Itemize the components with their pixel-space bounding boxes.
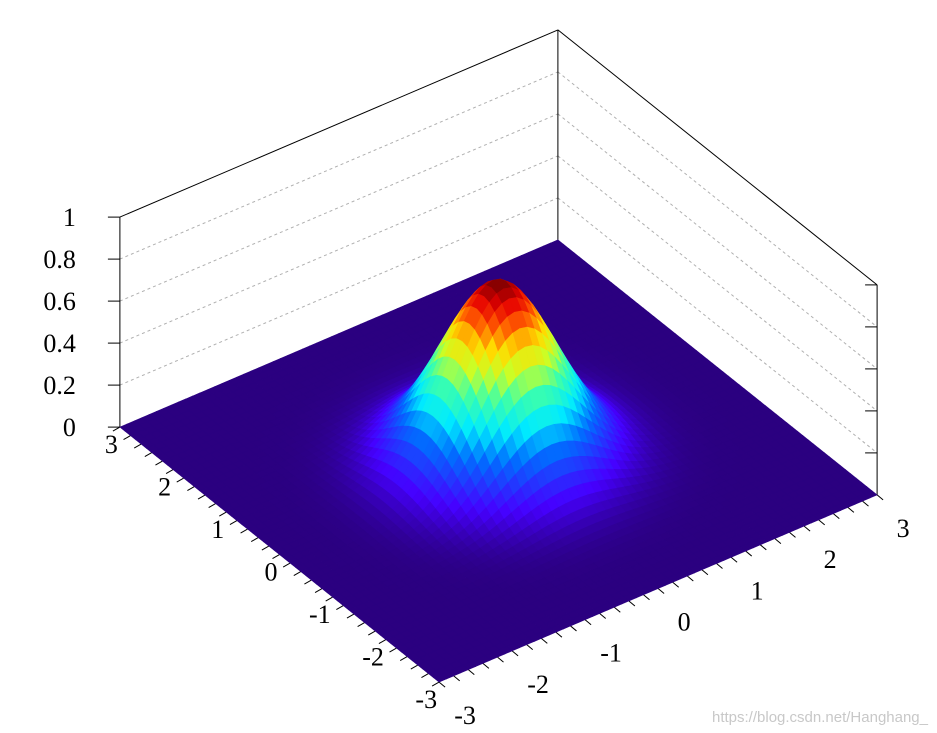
x-minor-tick [540,638,548,644]
y-minor-tick [336,605,344,611]
x-minor-tick [482,662,490,669]
y-tick-label-5: 2 [158,473,171,502]
y-minor-tick [378,639,387,645]
x-minor-tick [511,650,519,657]
y-minor-tick [368,630,376,636]
grid-line-back-3 [119,113,559,302]
x-minor-tick [716,563,723,569]
surface [119,239,878,683]
y-minor-tick [431,681,440,687]
z-tick-label-0: 0 [63,413,76,442]
grid-line-back-1 [119,197,559,386]
y-minor-tick [389,647,397,653]
x-minor-tick [686,575,694,582]
top-back-edge [119,29,559,218]
y-minor-tick [176,477,184,483]
x-tick-label-6: 3 [897,514,910,543]
watermark-text: https://blog.csdn.net/Hanghang_ [712,709,929,726]
x-minor-tick [789,531,796,538]
grid-lines [119,71,878,454]
x-minor-tick [730,556,738,563]
y-minor-tick [229,520,238,526]
y-minor-tick [421,673,429,679]
z-tick-label-2: 0.4 [43,329,76,358]
x-tick-label-1: -2 [527,670,549,699]
x-minor-tick [774,538,782,544]
y-minor-tick [314,588,323,594]
y-minor-tick [399,656,408,662]
x-minor-tick [847,506,855,513]
y-minor-tick [357,622,365,628]
x-minor-tick [862,500,869,507]
y-tick-label-3: 0 [265,558,278,587]
x-minor-tick [759,544,767,551]
y-tick-label-2: -1 [309,600,331,629]
x-tick-label-0: -3 [454,701,476,730]
y-minor-tick [123,435,131,441]
y-minor-tick [250,537,259,543]
y-minor-tick [197,494,206,500]
x-minor-tick [876,494,884,501]
axis-box [107,29,884,688]
y-tick-label-1: -2 [362,643,384,672]
y-minor-tick [155,460,163,466]
z-tick-label-3: 0.6 [43,287,76,316]
x-minor-tick [555,631,563,638]
x-minor-tick [453,675,461,682]
grid-line-back-2 [119,155,559,344]
x-minor-tick [701,569,709,576]
grid-line-right-3 [557,113,878,370]
x-minor-tick [818,519,826,526]
x-minor-tick [657,588,665,594]
x-tick-label-2: -1 [600,639,622,668]
x-minor-tick [643,594,650,601]
y-minor-tick [325,596,333,602]
grid-line-right-1 [557,197,878,454]
x-minor-tick [672,581,680,588]
y-minor-tick [410,664,419,670]
y-minor-tick [133,443,142,449]
x-minor-tick [570,625,577,632]
y-minor-tick [261,545,270,551]
x-minor-tick [526,644,534,651]
x-tick-label-5: 2 [824,545,837,574]
y-minor-tick [144,452,153,458]
y-minor-tick [293,571,302,577]
y-minor-tick [165,469,174,475]
y-minor-tick [208,503,216,509]
z-tick-label-1: 0.2 [43,371,76,400]
y-tick-label-0: -3 [415,685,437,714]
x-tick-label-4: 1 [751,576,764,605]
y-minor-tick [304,579,312,585]
y-minor-tick [282,562,291,568]
grid-line-right-2 [557,155,878,412]
grid-line-right-4 [557,71,878,328]
z-tick-label-5: 1 [63,203,76,232]
y-minor-tick [272,554,280,560]
y-minor-tick [346,613,355,619]
y-minor-tick [187,486,195,492]
x-minor-tick [628,600,636,607]
x-minor-tick [438,681,446,688]
x-minor-tick [467,669,475,676]
x-minor-tick [613,606,621,613]
y-minor-tick [112,426,121,432]
x-minor-tick [803,525,811,532]
x-minor-tick [497,656,504,663]
x-minor-tick [599,613,607,619]
z-tick-label-4: 0.8 [43,245,76,274]
y-tick-label-6: 3 [105,430,118,459]
top-right-edge [557,29,878,286]
y-minor-tick [240,528,248,534]
x-minor-tick [832,513,840,520]
y-minor-tick [219,511,227,517]
x-tick-label-3: 0 [678,608,691,637]
y-tick-label-4: 1 [211,515,224,544]
grid-line-back-4 [119,71,559,260]
x-minor-tick [745,550,753,557]
x-minor-tick [584,619,592,626]
